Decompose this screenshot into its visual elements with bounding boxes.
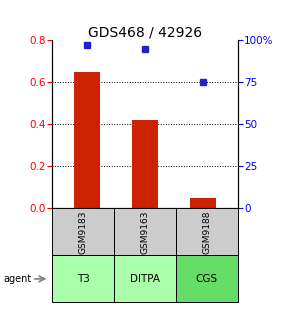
Bar bbox=[114, 255, 176, 302]
Bar bbox=[52, 208, 114, 255]
Bar bbox=[74, 72, 100, 208]
Bar bbox=[176, 255, 238, 302]
Title: GDS468 / 42926: GDS468 / 42926 bbox=[88, 25, 202, 39]
Text: GSM9188: GSM9188 bbox=[202, 210, 211, 254]
Text: CGS: CGS bbox=[196, 274, 218, 284]
Bar bbox=[190, 198, 216, 208]
Text: agent: agent bbox=[3, 274, 31, 284]
Text: GSM9183: GSM9183 bbox=[79, 210, 88, 254]
Bar bbox=[176, 208, 238, 255]
Bar bbox=[114, 208, 176, 255]
Text: T3: T3 bbox=[77, 274, 90, 284]
Bar bbox=[52, 255, 114, 302]
Text: GSM9163: GSM9163 bbox=[140, 210, 150, 254]
Bar bbox=[132, 120, 158, 208]
Text: DITPA: DITPA bbox=[130, 274, 160, 284]
